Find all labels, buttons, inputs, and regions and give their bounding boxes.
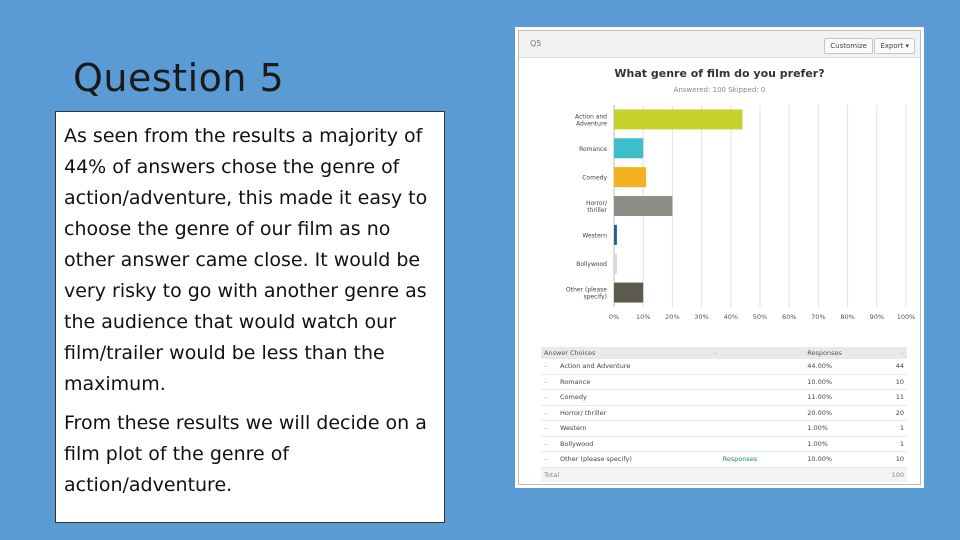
table-row: – Action and Adventure 44.00% 44 <box>541 359 907 375</box>
bar[interactable] <box>614 167 647 188</box>
table-row: – Horror/ thriller 20.00% 20 <box>541 405 907 421</box>
category-label: Comedy <box>582 175 607 182</box>
x-tick-label: 80% <box>840 313 854 321</box>
table-header-row: Answer Choices – Responses – <box>541 347 907 359</box>
answer-choice: Bollywood <box>557 436 720 452</box>
survey-results-screenshot: Q5 Customize Export ▾ What genre of film… <box>518 30 921 485</box>
bar[interactable] <box>614 109 743 130</box>
response-count: 10 <box>868 451 907 468</box>
responses-link[interactable] <box>719 359 805 375</box>
bar[interactable] <box>614 282 644 303</box>
table-row: – Romance 10.00% 10 <box>541 374 907 390</box>
row-toggle-icon[interactable]: – <box>541 374 557 390</box>
category-label: Romance <box>579 146 607 153</box>
header-responses[interactable]: Responses – <box>804 347 907 359</box>
response-count: 11 <box>868 389 907 406</box>
response-count: 10 <box>868 374 907 390</box>
bar[interactable] <box>614 224 617 245</box>
answer-choice: Romance <box>557 374 720 390</box>
answer-choice: Action and Adventure <box>557 359 720 375</box>
responses-link[interactable]: Responses <box>719 451 805 468</box>
x-tick-label: 0% <box>609 313 619 321</box>
answered-skipped: Answered: 100 Skipped: 0 <box>673 86 766 94</box>
total-value: 100 <box>868 467 907 482</box>
sort-icon[interactable]: – <box>713 349 717 357</box>
answer-choice: Comedy <box>557 389 720 406</box>
survey-toolbar: Q5 Customize Export ▾ <box>519 31 920 58</box>
category-label: Action and Adventure <box>575 113 607 127</box>
response-percent: 11.00% <box>804 389 869 406</box>
answer-table: Answer Choices – Responses – – Action and… <box>541 347 907 482</box>
row-toggle-icon[interactable]: – <box>541 436 557 452</box>
category-label: Bollywood <box>576 261 607 268</box>
answer-choice: Other (please specify) <box>557 451 720 468</box>
response-count: 1 <box>868 436 907 452</box>
header-answer-choices[interactable]: Answer Choices – <box>541 347 720 359</box>
body-text-box: As seen from the results a majority of 4… <box>55 111 445 523</box>
row-toggle-icon[interactable]: – <box>541 405 557 421</box>
table-row: – Western 1.00% 1 <box>541 420 907 437</box>
answer-choice: Western <box>557 420 720 437</box>
x-tick-label: 10% <box>636 313 650 321</box>
genre-bar-chart: 0% 10% 20% 30% 40% 50% 60% 70% 80% 90% 100% Action … <box>566 105 916 321</box>
responses-link[interactable] <box>719 420 805 437</box>
x-tick-label: 40% <box>724 313 738 321</box>
x-tick-label: 60% <box>782 313 796 321</box>
bar[interactable] <box>614 138 644 159</box>
table-total-row: Total 100 <box>541 467 907 482</box>
response-percent: 1.00% <box>804 420 869 437</box>
response-count: 1 <box>868 420 907 437</box>
answer-choice: Horror/ thriller <box>557 405 720 421</box>
responses-link[interactable] <box>719 374 805 390</box>
bar[interactable] <box>614 196 673 216</box>
total-label: Total <box>541 467 869 482</box>
body-paragraph-2: From these results we will decide on a f… <box>64 412 427 496</box>
question-number: Q5 <box>530 39 542 48</box>
responses-link[interactable] <box>719 405 805 421</box>
bar[interactable] <box>614 253 617 274</box>
customize-button[interactable]: Customize <box>824 38 873 54</box>
response-percent: 1.00% <box>804 436 869 452</box>
response-count: 20 <box>868 405 907 421</box>
category-label: Western <box>582 232 607 239</box>
response-percent: 10.00% <box>804 451 869 468</box>
x-tick-label: 70% <box>811 313 825 321</box>
table-row: – Bollywood 1.00% 1 <box>541 436 907 452</box>
responses-link[interactable] <box>719 389 805 406</box>
response-percent: 44.00% <box>804 359 869 375</box>
responses-link[interactable] <box>719 436 805 452</box>
slide-title: Question 5 <box>73 56 285 100</box>
category-label: Other (please specify) <box>566 287 607 301</box>
x-tick-label: 30% <box>694 313 708 321</box>
response-count: 44 <box>868 359 907 375</box>
x-tick-label: 50% <box>753 313 767 321</box>
category-label: Horror/thriller <box>586 200 608 214</box>
export-button[interactable]: Export ▾ <box>874 38 915 54</box>
row-toggle-icon[interactable]: – <box>541 359 557 375</box>
x-tick-label: 100% <box>897 313 916 321</box>
response-percent: 10.00% <box>804 374 869 390</box>
table-row: – Other (please specify) Responses 10.00% 10 <box>541 451 907 468</box>
row-toggle-icon[interactable]: – <box>541 389 557 406</box>
sort-icon[interactable]: – <box>900 349 904 357</box>
row-toggle-icon[interactable]: – <box>541 451 557 468</box>
table-row: – Comedy 11.00% 11 <box>541 389 907 406</box>
x-tick-label: 20% <box>665 313 679 321</box>
row-toggle-icon[interactable]: – <box>541 420 557 437</box>
body-paragraph-1: As seen from the results a majority of 4… <box>64 125 428 395</box>
x-tick-label: 90% <box>870 313 884 321</box>
response-percent: 20.00% <box>804 405 869 421</box>
question-title: What genre of film do you prefer? <box>614 67 825 80</box>
